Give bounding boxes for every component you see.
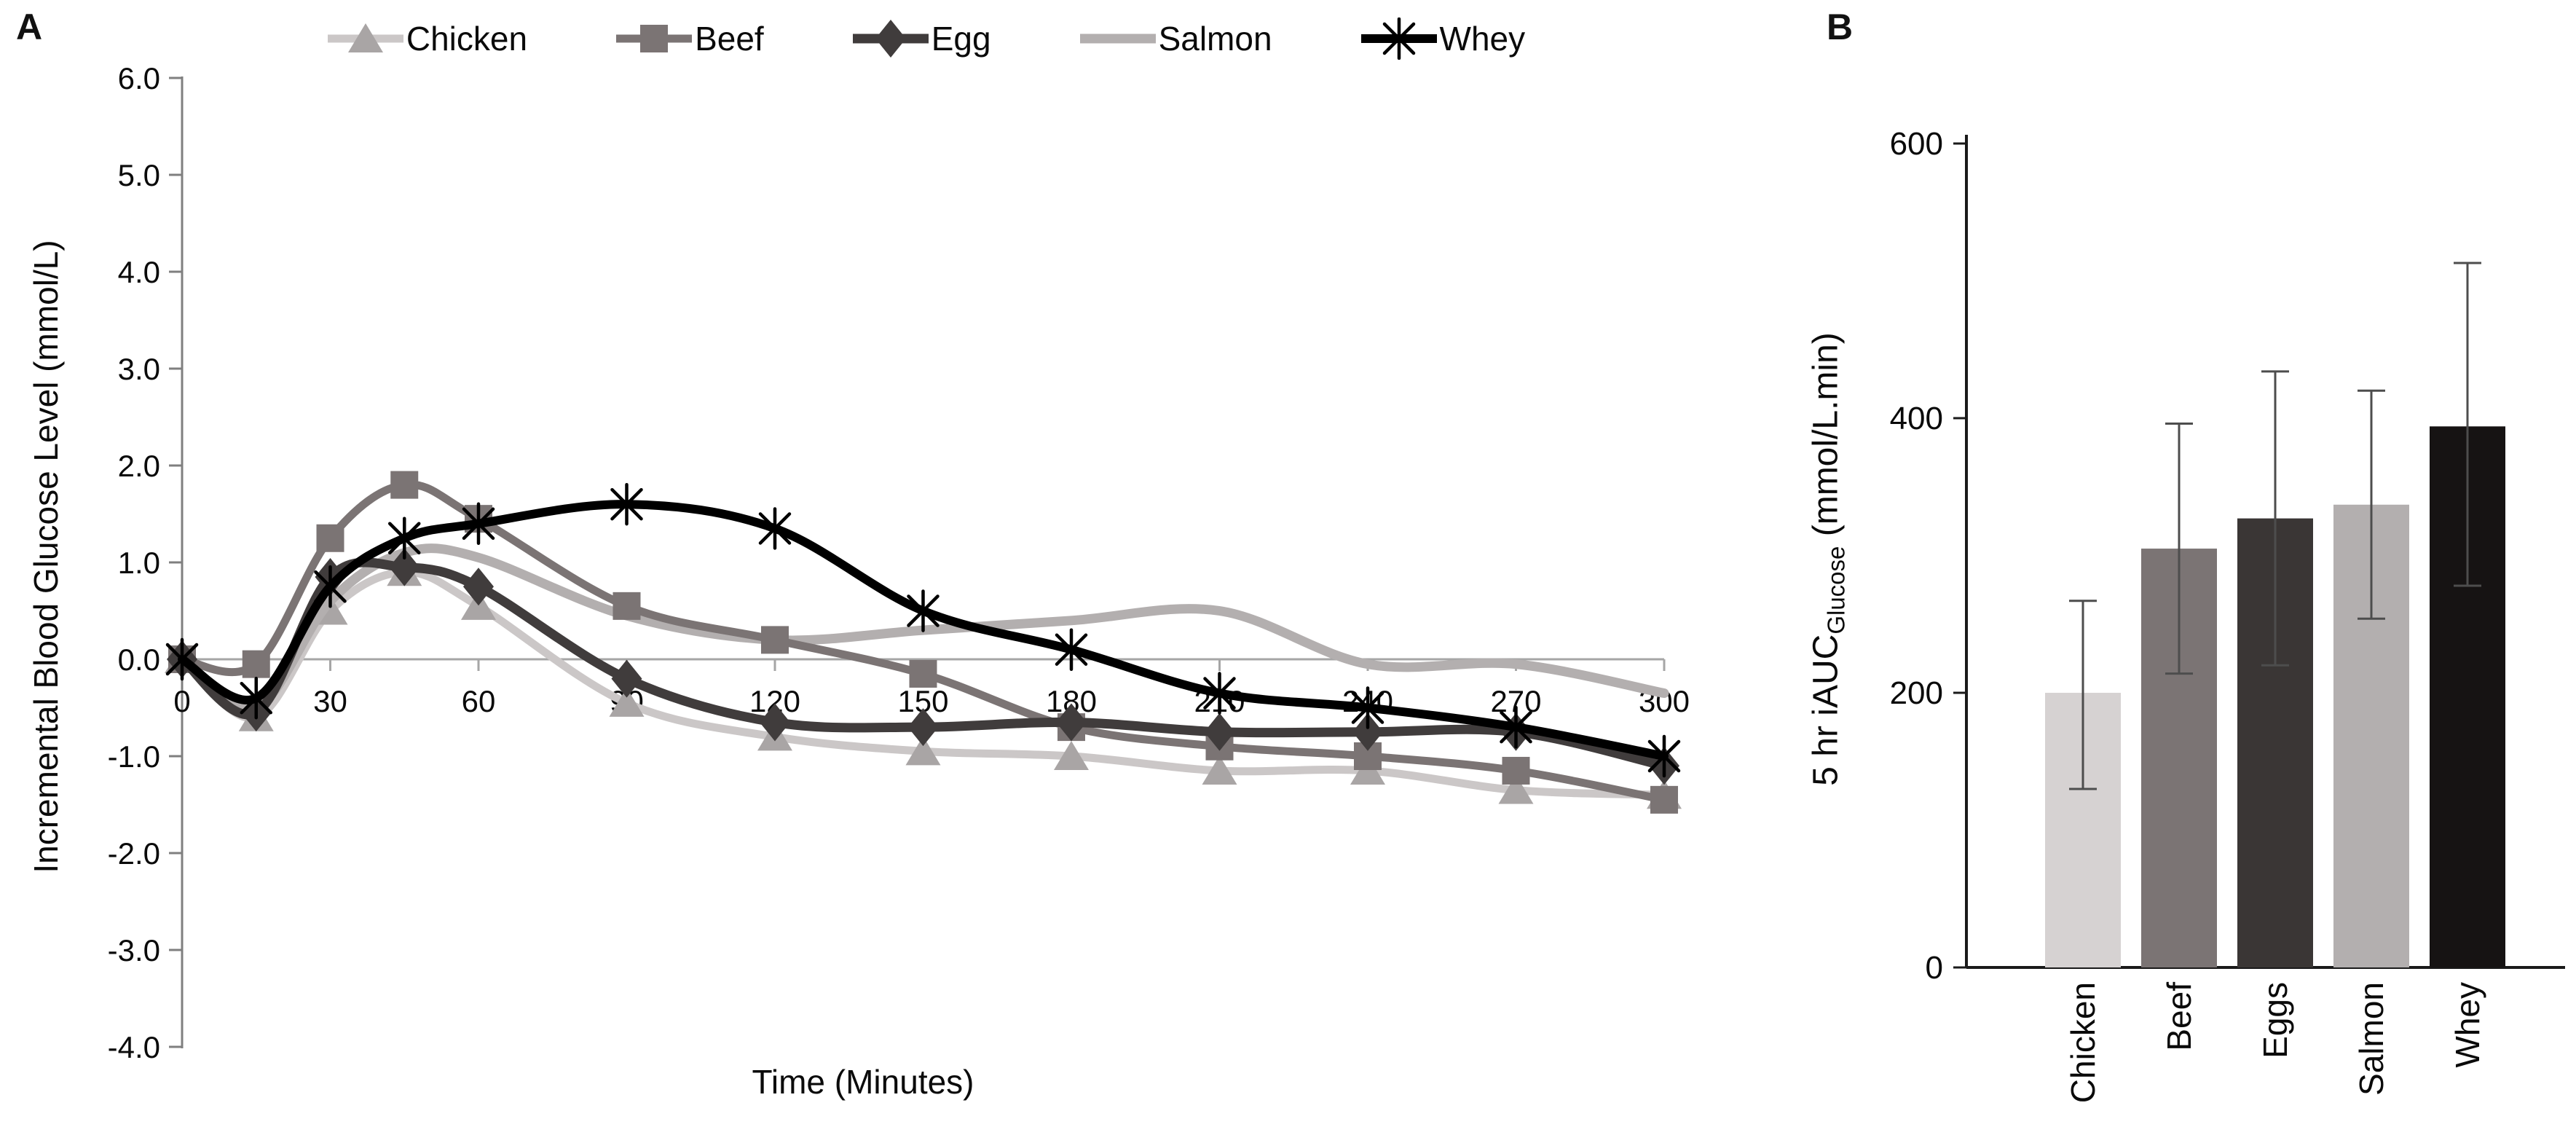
series-marker-whey [1055, 633, 1088, 666]
series-marker-egg [759, 703, 790, 742]
legend-label-chicken: Chicken [406, 20, 528, 58]
series-marker-whey [907, 594, 940, 627]
legend-swatch-marker [640, 25, 669, 52]
legend-label-egg: Egg [931, 20, 991, 58]
panel-b-y-tick-label: 0 [1926, 950, 1943, 986]
panel-a-y-tick-label: -3.0 [108, 933, 160, 967]
series-marker-whey [1203, 677, 1236, 710]
panel-a-y-tick-label: 1.0 [118, 546, 160, 580]
series-marker-beef [390, 471, 419, 499]
panel-a-letter: A [16, 7, 43, 47]
series-marker-egg [611, 659, 642, 698]
panel-a-y-axis-title: Incremental Blood Glucose Level (mmol/L) [27, 240, 65, 873]
panel-b-category-label-beef: Beef [2160, 982, 2198, 1051]
legend-label-whey: Whey [1439, 20, 1526, 58]
panel-b-category-label-eggs: Eggs [2256, 982, 2294, 1059]
panel-a-x-tick-label: 60 [462, 684, 496, 718]
series-marker-beef [760, 626, 789, 654]
panel-a-x-axis-title: Time (Minutes) [752, 1063, 974, 1101]
series-marker-whey [387, 522, 421, 554]
legend-swatch-marker [1382, 22, 1415, 55]
panel-b-y-axis-title-subscript: Glucose [1822, 546, 1850, 635]
series-marker-egg [389, 548, 420, 586]
panel-b-y-tick-label: 600 [1890, 126, 1943, 162]
series-marker-whey [1647, 739, 1681, 773]
legend-item-chicken: Chicken [325, 17, 527, 60]
panel-b-y-axis-title: 5 hr iAUCGlucose (mmol/L.min) [1806, 159, 1851, 960]
series-marker-beef [909, 659, 937, 688]
legend-label-beef: Beef [695, 20, 764, 58]
panel-a-y-tick-label: -1.0 [108, 739, 160, 774]
legend: Chicken Beef Egg Salmon Whey [240, 17, 1610, 60]
legend-swatch-marker [347, 23, 383, 52]
panel-a-y-tick-label: 3.0 [118, 352, 160, 386]
panel-a-x-tick-label: 0 [173, 684, 190, 718]
panel-b-y-axis-title-units: (mmol/L.min) [1806, 332, 1846, 546]
legend-item-beef: Beef [613, 17, 764, 60]
panel-b-category-label-whey: Whey [2449, 982, 2486, 1068]
series-marker-egg [1352, 712, 1383, 751]
triangle-marker-icon [327, 23, 403, 52]
series-marker-chicken [1202, 755, 1237, 785]
series-marker-egg [1055, 703, 1087, 742]
panel-a-y-tick-label: 6.0 [118, 61, 160, 95]
square-marker-icon [616, 25, 693, 52]
line-swatch-icon [1079, 34, 1156, 44]
series-marker-whey [462, 507, 495, 541]
series-marker-beef [1502, 756, 1530, 785]
series-marker-chicken [905, 736, 941, 766]
panel-a-y-tick-label: -2.0 [108, 836, 160, 871]
panel-a-y-tick-label: 5.0 [118, 158, 160, 192]
legend-item-whey: Whey [1358, 17, 1526, 60]
legend-swatch-marker [875, 20, 906, 58]
panel-b-category-label-chicken: Chicken [2064, 982, 2102, 1103]
panel-a-y-tick-label: 0.0 [118, 643, 160, 677]
series-marker-egg [1204, 712, 1235, 751]
series-marker-beef [242, 650, 270, 678]
series-marker-egg [907, 708, 939, 747]
series-marker-whey [165, 643, 199, 676]
series-marker-whey [758, 512, 792, 545]
series-marker-whey [240, 681, 272, 715]
series-marker-chicken [1053, 741, 1089, 770]
panel-b-y-tick-label: 400 [1890, 401, 1943, 436]
series-marker-chicken [1498, 774, 1534, 804]
series-marker-egg [462, 568, 494, 606]
panel-a-y-tick-label: 4.0 [118, 255, 160, 289]
series-marker-whey [610, 487, 643, 521]
panel-a-y-tick-label: -4.0 [108, 1030, 160, 1064]
panel-a-y-tick-label: 2.0 [118, 449, 160, 483]
panel-b-y-tick-label: 200 [1890, 675, 1943, 711]
asterisk-marker-icon [1360, 17, 1437, 60]
series-marker-beef [316, 524, 344, 552]
panel-b-y-axis-title-main: 5 hr iAUC [1806, 634, 1846, 786]
series-marker-whey [314, 570, 347, 603]
series-marker-beef [613, 592, 641, 620]
series-marker-chicken [609, 687, 645, 717]
legend-item-salmon: Salmon [1077, 17, 1272, 60]
legend-label-salmon: Salmon [1158, 20, 1272, 58]
series-marker-whey [1500, 710, 1532, 744]
legend-item-egg: Egg [850, 17, 991, 60]
diamond-marker-icon [852, 20, 929, 58]
panel-b-letter: B [1827, 7, 1854, 47]
panel-b-category-label-salmon: Salmon [2352, 982, 2390, 1096]
series-marker-whey [1351, 691, 1384, 724]
series-marker-beef [1650, 785, 1678, 814]
panel-a-x-tick-label: 30 [313, 684, 347, 718]
